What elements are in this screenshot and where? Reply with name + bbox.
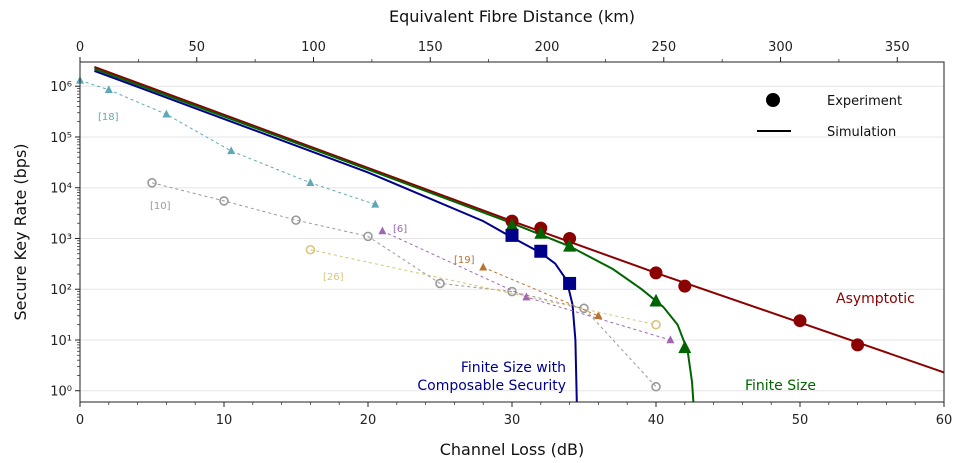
experiment-point-0 [793,314,807,328]
reference-point-0 [104,85,113,94]
reference-point-2 [522,292,531,301]
reference-label-4: [26] [323,272,344,283]
chart-labels: Channel Loss (dB) Equivalent Fibre Distan… [11,7,915,459]
x-tick-label: 40 [648,413,665,428]
legend: Experiment Simulation [757,93,902,140]
y-tick-label: 10¹ [50,334,72,349]
x-tick-label: 20 [360,413,377,428]
reference-point-3 [594,311,603,319]
x2-tick-label: 300 [768,40,793,55]
y-tick-label: 10³ [50,232,72,247]
x2-tick-label: 100 [301,40,326,55]
x2-axis-title: Equivalent Fibre Distance (km) [389,7,635,26]
axes: 10⁰ 10¹ 10² 10³ 10⁴ 10⁵ 10⁶ 0 10 20 30 40 50 60 0 50 100… [50,40,952,428]
legend-marker-experiment [766,93,780,107]
experiment-points [505,214,865,354]
reference-point-1 [363,231,373,242]
reference-line-4 [310,249,657,326]
x-tick-label: 50 [792,413,809,428]
reference-label-3: [19] [454,255,475,266]
simulation-curve-0 [94,65,945,374]
x-axis-title: Channel Loss (dB) [440,440,585,459]
experiment-point-0 [563,231,577,245]
experiment-point-1 [678,340,692,354]
x2-tick-label: 50 [188,40,205,55]
y-tick-label: 10⁴ [50,182,72,197]
reference-point-1 [291,215,301,225]
x2-tick-label: 200 [535,40,560,55]
experiment-point-0 [649,266,663,280]
simulation-curves [94,65,945,403]
reference-point-4 [305,244,316,255]
x-tick-label: 60 [936,413,953,428]
reference-point-1 [219,196,229,206]
series-label-composable-line: Composable Security [417,378,566,394]
reference-line-3 [483,266,599,317]
legend-label-experiment: Experiment [827,94,902,109]
reference-point-1 [435,278,445,289]
reference-label-0: [18] [98,112,119,123]
experiment-point-1 [505,218,519,231]
reference-label-2: [6] [393,224,407,235]
reference-point-0 [371,199,380,208]
reference-point-0 [306,178,315,187]
reference-line-0 [79,79,376,205]
y-tick-label: 10⁰ [50,385,72,400]
reference-point-2 [666,335,675,344]
y-axis-title: Secure Key Rate (bps) [11,143,30,320]
reference-point-1 [507,286,517,297]
x2-tick-label: 150 [418,40,443,55]
x2-tick-label: 250 [651,40,676,55]
y-tick-label: 10⁵ [50,131,72,146]
series-label-asymptotic: Asymptotic [836,291,915,307]
y-tick-label: 10⁶ [50,80,72,95]
simulation-curve-1 [94,67,695,403]
x-tick-label: 0 [76,413,84,428]
experiment-point-2 [534,244,548,258]
experiment-point-2 [563,276,577,290]
x2-tick-label: 350 [885,40,910,55]
experiment-point-1 [649,293,663,307]
legend-label-simulation: Simulation [827,125,896,140]
experiment-point-0 [851,338,865,352]
x-tick-label: 10 [216,413,233,428]
reference-point-0 [162,109,171,118]
reference-point-2 [378,226,387,235]
experiment-point-1 [534,226,548,239]
reference-point-1 [579,303,589,314]
y-tick-label: 10² [50,283,72,298]
series-label-finite-size: Finite Size [745,378,816,394]
x2-tick-label: 0 [76,40,84,55]
reference-point-0 [227,146,236,155]
reference-point-4 [651,319,661,330]
reference-point-1 [651,381,661,392]
series-label-composable-line: Finite Size with [461,360,566,376]
experiment-point-0 [678,279,692,293]
series-label-composable: Finite Size with Composable Security [417,360,566,394]
simulation-curve-2 [94,69,578,403]
experiment-point-2 [505,228,519,242]
reference-point-1 [147,178,157,188]
x-tick-label: 30 [504,413,521,428]
grid [80,85,944,392]
reference-line-1 [151,182,657,388]
reference-label-1: [10] [150,201,171,212]
reference-data: [18] [10] [6] [19] [26] [76,75,675,392]
experiment-point-1 [563,238,577,252]
reference-point-3 [479,262,488,271]
reference-line-2 [382,230,671,341]
